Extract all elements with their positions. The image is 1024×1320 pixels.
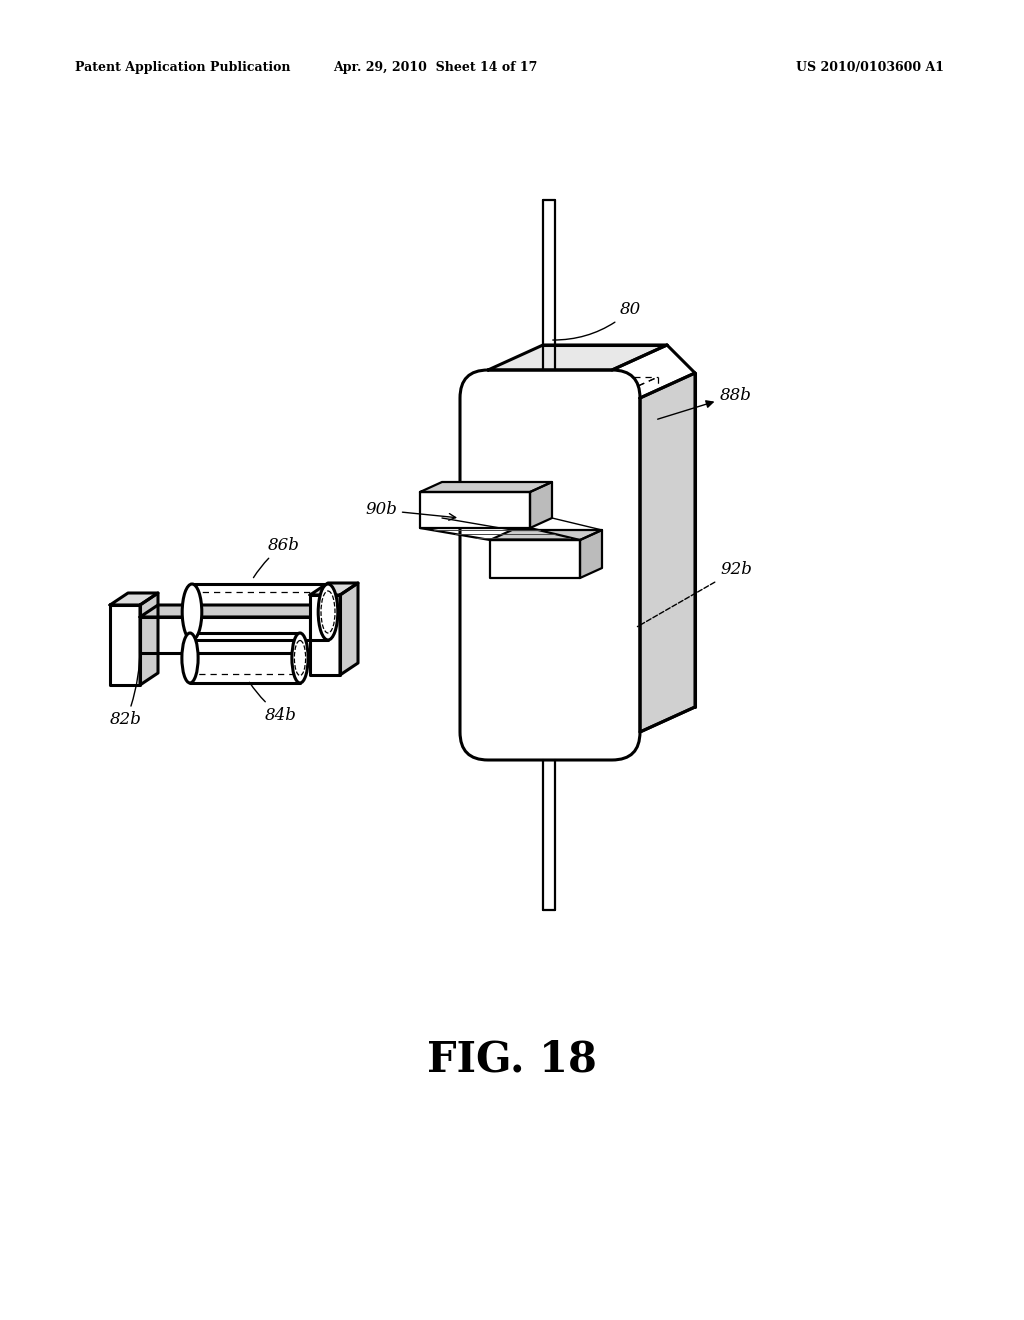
Text: Patent Application Publication: Patent Application Publication — [75, 61, 291, 74]
Polygon shape — [310, 595, 340, 675]
Ellipse shape — [292, 634, 308, 682]
Polygon shape — [580, 531, 602, 578]
Text: 86b: 86b — [254, 536, 300, 578]
Polygon shape — [490, 540, 580, 578]
Polygon shape — [490, 531, 602, 540]
Ellipse shape — [182, 583, 202, 640]
Polygon shape — [488, 345, 667, 370]
Polygon shape — [140, 605, 328, 616]
Text: 82b: 82b — [110, 648, 142, 729]
Text: 80: 80 — [553, 301, 641, 341]
Polygon shape — [530, 482, 552, 528]
Polygon shape — [110, 593, 158, 605]
Text: 90b: 90b — [365, 502, 456, 520]
Text: US 2010/0103600 A1: US 2010/0103600 A1 — [796, 61, 944, 74]
Polygon shape — [140, 593, 158, 685]
Text: 84b: 84b — [250, 682, 297, 723]
Polygon shape — [340, 583, 358, 675]
Ellipse shape — [318, 583, 338, 640]
Polygon shape — [640, 374, 695, 733]
Polygon shape — [420, 492, 530, 528]
Text: Apr. 29, 2010  Sheet 14 of 17: Apr. 29, 2010 Sheet 14 of 17 — [333, 61, 538, 74]
Text: 88b: 88b — [657, 387, 752, 420]
Polygon shape — [420, 482, 552, 492]
Polygon shape — [110, 605, 140, 685]
Text: 92b: 92b — [637, 561, 752, 627]
Text: FIG. 18: FIG. 18 — [427, 1039, 597, 1081]
FancyBboxPatch shape — [460, 370, 640, 760]
Ellipse shape — [182, 634, 198, 682]
Polygon shape — [140, 616, 310, 653]
Polygon shape — [310, 583, 358, 595]
